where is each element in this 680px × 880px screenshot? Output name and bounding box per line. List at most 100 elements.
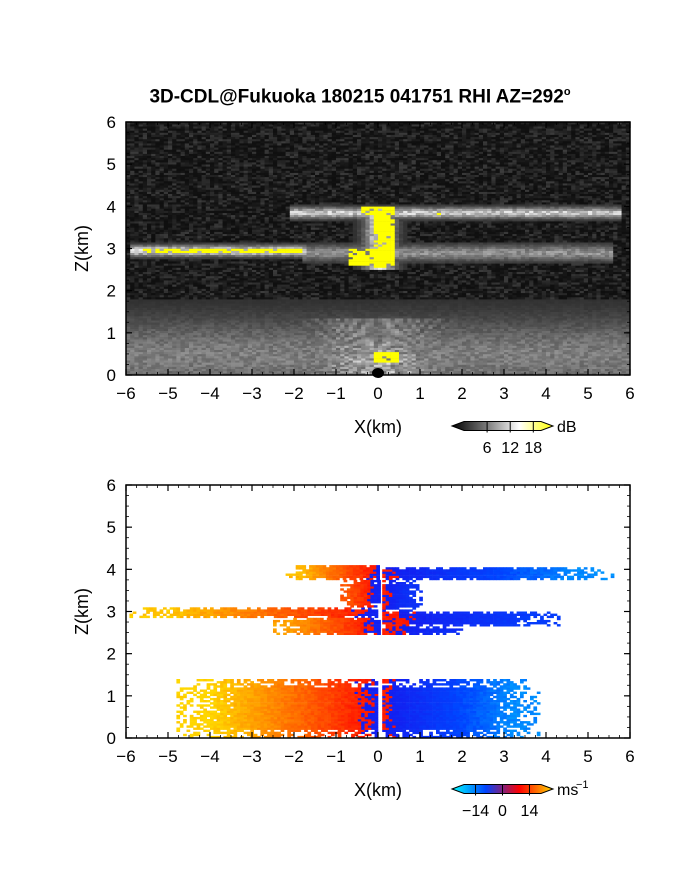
reflectivity-cell — [172, 183, 177, 186]
reflectivity-cell — [243, 368, 249, 372]
reflectivity-cell — [159, 221, 165, 224]
reflectivity-cell — [130, 297, 135, 300]
reflectivity-cell — [189, 313, 194, 317]
reflectivity-cell — [147, 166, 152, 169]
reflectivity-cell — [281, 332, 286, 336]
reflectivity-cell — [151, 366, 156, 369]
reflectivity-cell — [180, 261, 186, 264]
reflectivity-cell — [222, 366, 228, 369]
reflectivity-cell — [201, 311, 207, 315]
reflectivity-cell — [231, 360, 236, 363]
reflectivity-cell — [226, 305, 232, 308]
reflectivity-cell — [126, 181, 131, 184]
reflectivity-cell — [222, 134, 228, 138]
reflectivity-cell — [201, 271, 207, 275]
reflectivity-cell — [218, 195, 223, 199]
reflectivity-cell — [285, 356, 291, 359]
reflectivity-cell — [298, 221, 303, 224]
reflectivity-cell — [151, 202, 156, 205]
reflectivity-cell — [281, 282, 286, 285]
reflectivity-cell — [168, 227, 173, 230]
reflectivity-cell — [155, 208, 160, 211]
reflectivity-cell — [176, 284, 181, 287]
reflectivity-cell — [289, 195, 295, 199]
reflectivity-cell — [252, 286, 257, 289]
reflectivity-cell — [159, 313, 165, 317]
reflectivity-cell — [147, 271, 152, 275]
reflectivity-cell — [168, 326, 173, 329]
reflectivity-cell — [180, 343, 186, 346]
reflectivity-cell — [126, 202, 131, 205]
reflectivity-cell — [155, 172, 160, 175]
reflectivity-cell — [298, 259, 303, 262]
reflectivity-cell — [256, 256, 261, 260]
reflectivity-cell — [281, 259, 286, 262]
reflectivity-cell — [289, 290, 295, 294]
reflectivity-cell — [172, 316, 177, 319]
reflectivity-cell — [201, 263, 207, 266]
reflectivity-cell — [126, 334, 131, 338]
reflectivity-cell — [264, 162, 270, 165]
reflectivity-cell — [222, 311, 228, 315]
reflectivity-cell — [294, 238, 299, 241]
reflectivity-cell — [176, 341, 181, 344]
reflectivity-cell — [210, 356, 215, 359]
reflectivity-cell — [247, 290, 253, 294]
reflectivity-cell — [252, 189, 257, 192]
reflectivity-cell — [214, 138, 219, 142]
reflectivity-cell — [239, 345, 244, 348]
reflectivity-cell — [151, 141, 156, 144]
reflectivity-cell — [126, 290, 131, 294]
reflectivity-cell — [142, 362, 148, 365]
reflectivity-cell — [159, 311, 165, 315]
reflectivity-cell — [285, 360, 291, 363]
reflectivity-cell — [226, 229, 232, 232]
reflectivity-cell — [264, 176, 270, 180]
reflectivity-cell — [142, 248, 148, 251]
reflectivity-cell — [126, 193, 131, 197]
reflectivity-cell — [147, 187, 152, 190]
reflectivity-cell — [273, 311, 278, 315]
reflectivity-cell — [159, 328, 165, 331]
reflectivity-cell — [180, 305, 186, 308]
reflectivity-cell — [247, 356, 253, 359]
reflectivity-cell — [298, 267, 303, 270]
reflectivity-cell — [222, 141, 228, 144]
reflectivity-cell — [294, 372, 299, 376]
reflectivity-cell — [159, 294, 165, 298]
reflectivity-cell — [193, 364, 198, 367]
reflectivity-cell — [151, 305, 156, 308]
reflectivity-cell — [235, 339, 240, 342]
reflectivity-cell — [189, 309, 194, 312]
reflectivity-cell — [264, 360, 270, 363]
reflectivity-cell — [168, 282, 173, 285]
reflectivity-cell — [205, 271, 211, 275]
reflectivity-cell — [239, 360, 244, 363]
reflectivity-cell — [180, 294, 186, 298]
reflectivity-cell — [264, 216, 270, 220]
reflectivity-cell — [184, 128, 190, 131]
reflectivity-cell — [243, 238, 249, 241]
reflectivity-cell — [126, 284, 131, 287]
reflectivity-cell — [256, 309, 261, 312]
reflectivity-cell — [264, 267, 270, 270]
reflectivity-cell — [239, 134, 244, 138]
reflectivity-cell — [155, 193, 160, 197]
reflectivity-cell — [289, 214, 295, 218]
reflectivity-cell — [273, 162, 278, 165]
reflectivity-cell — [235, 141, 240, 144]
reflectivity-cell — [138, 322, 144, 325]
reflectivity-cell — [134, 155, 139, 159]
reflectivity-cell — [151, 368, 156, 372]
reflectivity-cell — [273, 225, 278, 228]
reflectivity-cell — [201, 265, 207, 268]
reflectivity-cell — [235, 318, 240, 321]
reflectivity-cell — [252, 132, 257, 135]
reflectivity-cell — [239, 261, 244, 264]
reflectivity-cell — [289, 240, 295, 243]
reflectivity-cell — [214, 326, 219, 329]
reflectivity-cell — [130, 162, 135, 165]
reflectivity-cell — [226, 206, 232, 209]
reflectivity-cell — [239, 311, 244, 315]
reflectivity-cell — [289, 366, 295, 369]
